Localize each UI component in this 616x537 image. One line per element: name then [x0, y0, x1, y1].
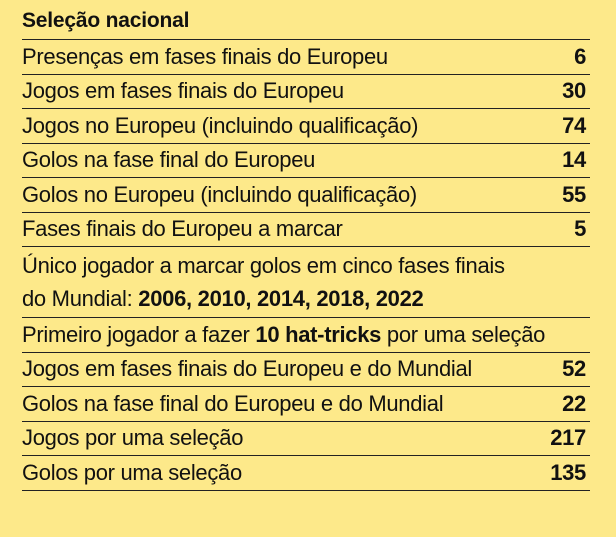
table-row: Golos na fase final do Europeu e do Mund…	[22, 387, 590, 422]
row-label: Golos no Europeu (incluindo qualificação…	[22, 181, 417, 207]
hat-trick-suffix: por uma seleção	[381, 321, 546, 347]
mundial-note-line1: Único jogador a marcar golos em cinco fa…	[22, 253, 505, 278]
hat-trick-count: 10 hat-tricks	[255, 321, 382, 347]
hat-trick-note-row: Primeiro jogador a fazer 10 hat-tricks p…	[22, 318, 590, 353]
row-value: 74	[562, 112, 586, 138]
row-value: 22	[562, 390, 586, 416]
table-row: Golos na fase final do Europeu 14	[22, 144, 590, 178]
table-row: Fases finais do Europeu a marcar 5	[22, 213, 590, 247]
mundial-note-line2: do Mundial: 2006, 2010, 2014, 2018, 2022	[22, 282, 424, 315]
row-value: 14	[562, 147, 586, 173]
row-label: Golos na fase final do Europeu	[22, 147, 316, 173]
row-value: 30	[562, 78, 586, 104]
row-label: Golos na fase final do Europeu e do Mund…	[22, 390, 444, 416]
stats-table: Seleção nacional Presenças em fases fina…	[22, 8, 590, 491]
mundial-note-years: 2006, 2010, 2014, 2018, 2022	[138, 286, 424, 311]
table-row: Presenças em fases finais do Europeu 6	[22, 40, 590, 75]
row-value: 135	[550, 459, 586, 485]
table-row: Jogos por uma seleção 217	[22, 422, 590, 456]
row-value: 217	[550, 425, 586, 451]
row-label: Jogos por uma seleção	[22, 425, 244, 451]
row-label: Presenças em fases finais do Europeu	[22, 43, 388, 69]
table-row: Jogos no Europeu (incluindo qualificação…	[22, 109, 590, 144]
table-row: Golos por uma seleção 135	[22, 456, 590, 491]
row-label: Jogos em fases finais do Europeu e do Mu…	[22, 356, 473, 382]
row-value: 55	[562, 181, 586, 207]
row-label: Jogos em fases finais do Europeu	[22, 78, 344, 104]
table-row: Golos no Europeu (incluindo qualificação…	[22, 178, 590, 213]
row-label: Golos por uma seleção	[22, 459, 242, 485]
table-row: Jogos em fases finais do Europeu 30	[22, 75, 590, 109]
table-row: Jogos em fases finais do Europeu e do Mu…	[22, 353, 590, 387]
hat-trick-prefix: Primeiro jogador a fazer	[22, 321, 256, 347]
mundial-note-row: Único jogador a marcar golos em cinco fa…	[22, 247, 590, 318]
mundial-note-prefix: do Mundial:	[22, 286, 139, 311]
row-label: Fases finais do Europeu a marcar	[22, 216, 343, 242]
row-value: 6	[574, 43, 586, 69]
row-value: 52	[562, 356, 586, 382]
table-title: Seleção nacional	[22, 8, 590, 40]
row-label: Jogos no Europeu (incluindo qualificação…	[22, 112, 419, 138]
row-value: 5	[574, 216, 586, 242]
hat-trick-note: Primeiro jogador a fazer 10 hat-tricks p…	[22, 322, 545, 348]
